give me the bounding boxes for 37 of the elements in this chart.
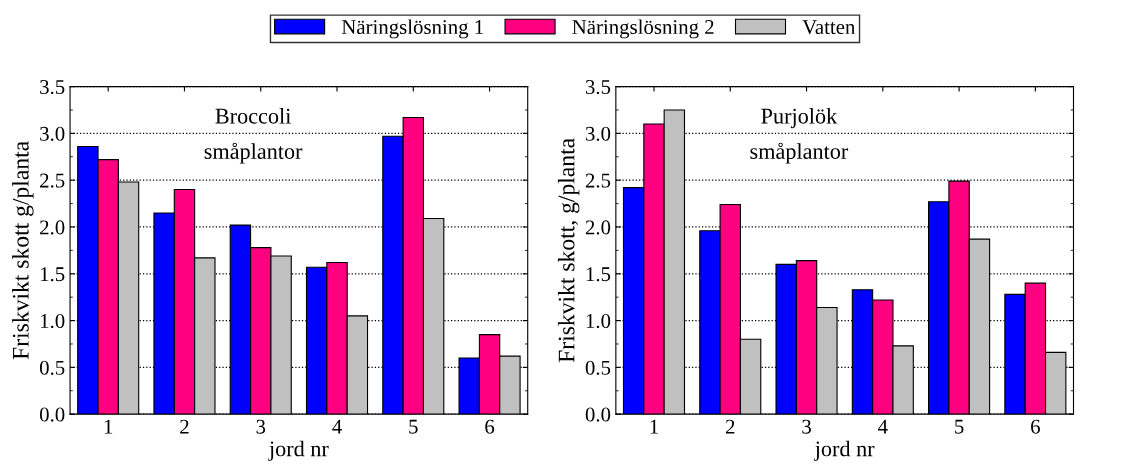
legend-label: Vatten <box>802 20 856 35</box>
legend-label: Näringslösning 1 <box>341 19 483 39</box>
x-tick-label: 5 <box>955 419 964 434</box>
y-tick-label: 2.5 <box>40 173 65 188</box>
y-tick-label: 1.0 <box>586 313 611 329</box>
x-tick-label: 5 <box>409 419 418 434</box>
x-tick-label: 6 <box>1031 419 1040 434</box>
x-tick-label: 2 <box>725 419 735 434</box>
y-tick-label: 0.5 <box>585 360 611 375</box>
y-tick-label: 2.5 <box>585 173 611 188</box>
x-tick-label: 4 <box>878 419 888 434</box>
y-tick-label: 0.0 <box>39 407 65 422</box>
y-tick-label: 0.0 <box>585 407 611 422</box>
y-tick-label: 0.5 <box>39 360 65 375</box>
y-axis-title: Friskvikt skott, g/planta <box>557 138 580 363</box>
y-tick-label: 2.0 <box>40 220 65 235</box>
y-axis-title: Friskvikt skott g/planta <box>12 141 34 360</box>
x-tick-label: 4 <box>332 419 342 434</box>
y-tick-label: 3.0 <box>585 126 611 141</box>
x-tick-label: 2 <box>180 419 189 434</box>
annotation: Purjolök småplantor <box>750 107 849 164</box>
y-tick-label: 3.5 <box>40 80 65 95</box>
x-tick-label: 3 <box>802 419 811 434</box>
x-tick-label: 1 <box>104 419 113 434</box>
legend-label: Näringslösning 2 <box>572 19 714 39</box>
annotation: Broccoli småplantor <box>204 107 303 164</box>
y-tick-label: 2.0 <box>585 220 611 235</box>
x-axis-title: jord nr <box>268 440 329 461</box>
x-tick-label: 3 <box>256 419 266 434</box>
x-tick-label: 6 <box>485 419 495 434</box>
x-axis-title: jord nr <box>814 440 875 461</box>
y-tick-label: 1.0 <box>40 313 65 329</box>
y-tick-label: 1.5 <box>40 267 65 282</box>
y-tick-label: 3.5 <box>585 80 611 95</box>
y-tick-label: 1.5 <box>586 267 611 282</box>
x-tick-label: 1 <box>650 419 658 434</box>
y-tick-label: 3.0 <box>40 126 65 141</box>
